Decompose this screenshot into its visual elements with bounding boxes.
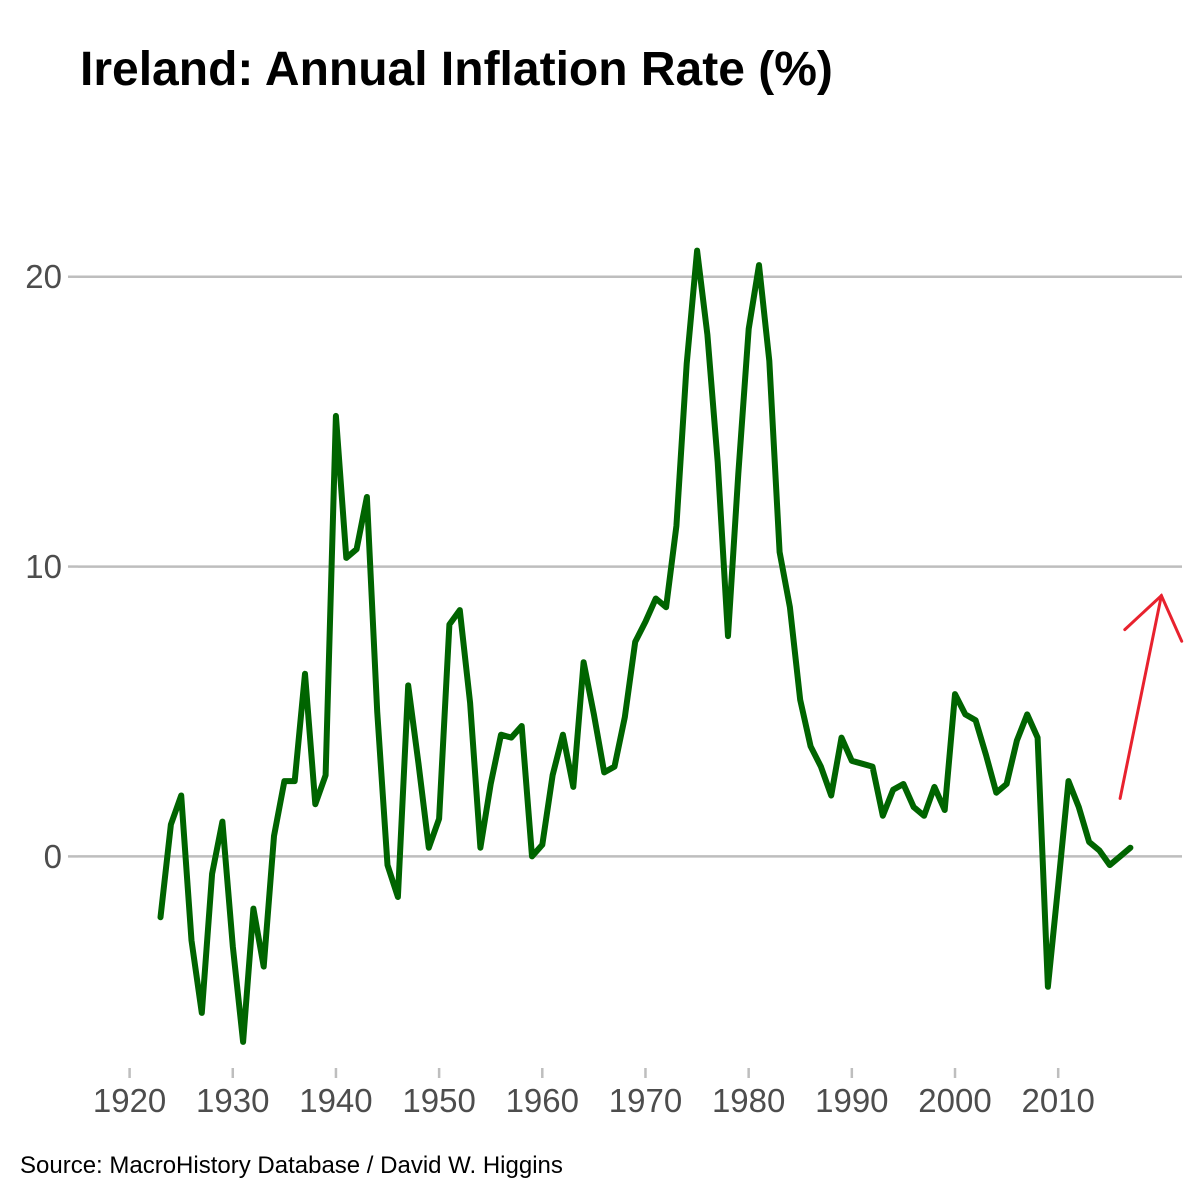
x-tick-label: 1980 [712, 1082, 785, 1119]
y-tick-label: 0 [44, 838, 62, 875]
x-tick-label: 1950 [402, 1082, 475, 1119]
annotation-group [1118, 593, 1184, 800]
series-group [157, 247, 1134, 1045]
y-tick-label: 20 [25, 258, 62, 295]
trend-arrow-shaft [1118, 594, 1163, 800]
chart-title: Ireland: Annual Inflation Rate (%) [80, 43, 833, 96]
x-tick-label: 1930 [196, 1082, 269, 1119]
x-tick-label: 2010 [1021, 1082, 1094, 1119]
x-tick-label: 1970 [609, 1082, 682, 1119]
x-tick-label: 1990 [815, 1082, 888, 1119]
x-tick-label: 2000 [918, 1082, 991, 1119]
trend-arrow-head [1123, 593, 1184, 643]
x-tick-label: 1960 [506, 1082, 579, 1119]
x-axis-ticks: 1920 1930 1940 1950 1960 1970 1980 1990 2000 2010 [93, 1068, 1095, 1119]
source-note: Source: MacroHistory Database / David W.… [20, 1152, 563, 1179]
y-axis-ticks: 0 10 20 [25, 258, 78, 875]
x-tick-label: 1940 [299, 1082, 372, 1119]
x-tick-label: 1920 [93, 1082, 166, 1119]
grid-lines [78, 275, 1182, 858]
y-tick-label: 10 [25, 548, 62, 585]
inflation-series-line [157, 247, 1134, 1045]
